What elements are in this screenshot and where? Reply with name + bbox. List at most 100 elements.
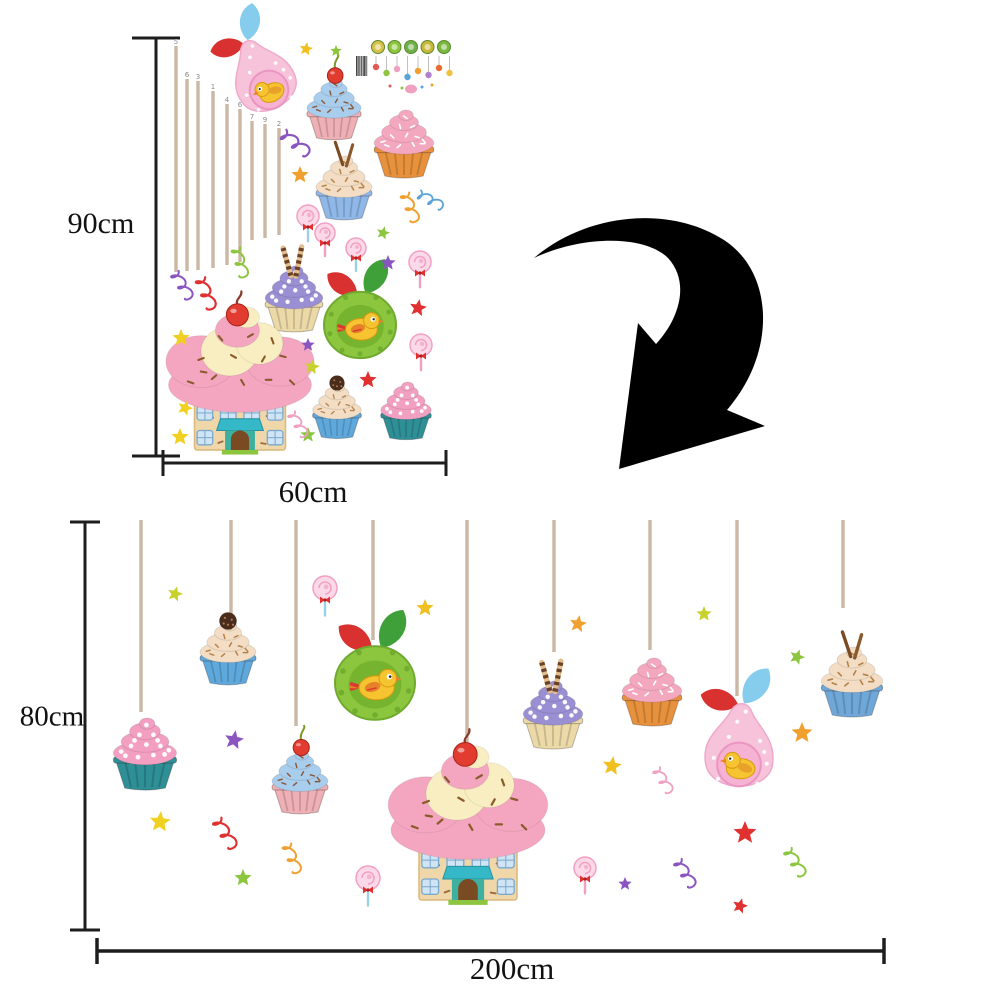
cupcake-sticker bbox=[315, 140, 373, 221]
star-decal bbox=[733, 821, 757, 843]
ribbon-swirl-decal bbox=[281, 842, 303, 875]
lollipop-decal bbox=[345, 237, 367, 273]
ribbon-swirl-decal bbox=[399, 191, 421, 224]
star-decal bbox=[178, 400, 193, 416]
star-decal bbox=[304, 359, 320, 375]
lollipop-decal bbox=[314, 222, 336, 258]
star-decal bbox=[225, 730, 244, 749]
hanging-string: 9 bbox=[263, 116, 267, 238]
hanging-string bbox=[294, 520, 298, 726]
hanging-string bbox=[465, 520, 469, 748]
lollipop-decal bbox=[296, 204, 320, 243]
hanging-string: 7 bbox=[250, 113, 254, 240]
cupcake-sticker bbox=[373, 109, 435, 179]
star-decal bbox=[790, 649, 805, 665]
cupcake-sticker bbox=[380, 381, 432, 441]
apple-bird-sticker bbox=[334, 609, 416, 721]
cupcake-sticker bbox=[312, 375, 362, 440]
wall-width-line bbox=[95, 938, 886, 964]
hanging-string: 1 bbox=[211, 83, 215, 268]
cupcake-sticker bbox=[820, 630, 884, 718]
string-number: 4 bbox=[225, 96, 230, 104]
hanging-string bbox=[139, 520, 143, 712]
star-decal bbox=[172, 329, 190, 346]
star-decal bbox=[791, 722, 813, 742]
string-number: 9 bbox=[263, 116, 267, 124]
lollipop-decal bbox=[312, 575, 338, 617]
ribbon-swirl-decal bbox=[783, 846, 807, 878]
wall-height-label: 80cm bbox=[19, 700, 85, 733]
hanging-string: 5 bbox=[174, 38, 178, 272]
ribbon-swirl-decal bbox=[673, 857, 697, 889]
ribbon-swirl-decal bbox=[287, 410, 309, 439]
lollipop-decal bbox=[408, 250, 432, 289]
ribbon-swirl-decal bbox=[194, 276, 217, 311]
string-number: 2 bbox=[277, 120, 281, 128]
pear-duck-sticker bbox=[210, 3, 297, 112]
star-decal bbox=[330, 45, 342, 56]
star-decal bbox=[234, 869, 252, 886]
cupcake-house-sticker bbox=[387, 728, 549, 905]
star-decal bbox=[618, 877, 632, 890]
lollipop-decal bbox=[573, 856, 597, 895]
ribbon-swirl-decal bbox=[230, 246, 250, 279]
wall-height-line bbox=[70, 520, 100, 932]
hanging-string bbox=[371, 520, 375, 640]
cupcake-sticker bbox=[306, 53, 362, 141]
cupcake-sticker bbox=[271, 724, 329, 815]
hanging-string bbox=[552, 520, 556, 652]
hanging-string bbox=[735, 520, 739, 696]
star-decal bbox=[380, 255, 396, 270]
sheet-width-label: 60cm bbox=[278, 474, 348, 509]
pear-duck-sticker bbox=[700, 668, 774, 790]
star-decal bbox=[301, 338, 315, 351]
star-decal bbox=[168, 586, 183, 602]
star-decal bbox=[570, 615, 587, 633]
lollipop-decal bbox=[409, 333, 433, 372]
star-decal bbox=[603, 756, 622, 775]
string-number: 5 bbox=[174, 38, 178, 46]
string-number: 6 bbox=[238, 101, 243, 109]
star-decal bbox=[733, 898, 748, 914]
star-decal bbox=[291, 166, 309, 183]
ribbon-swirl-decal bbox=[211, 816, 238, 850]
string-number: 6 bbox=[185, 71, 190, 79]
hanging-string bbox=[648, 520, 652, 650]
hanging-string: 6 bbox=[238, 101, 243, 262]
hanging-string: 6 bbox=[185, 71, 190, 271]
lollipop-decal bbox=[355, 865, 381, 907]
hanging-string bbox=[229, 520, 233, 618]
ribbon-swirl-decal bbox=[652, 766, 674, 795]
cupcake-sticker bbox=[621, 657, 683, 727]
star-decal bbox=[410, 299, 427, 317]
hanging-string: 4 bbox=[225, 96, 230, 265]
star-decal bbox=[696, 606, 712, 621]
sheet-height-line bbox=[132, 36, 180, 458]
cupcake-sticker bbox=[199, 612, 257, 686]
cupcake-sticker bbox=[264, 244, 324, 333]
star-decal bbox=[299, 42, 313, 56]
ribbon-swirl-decal bbox=[416, 189, 444, 211]
hanging-string: 2 bbox=[277, 120, 281, 235]
string-number: 1 bbox=[211, 83, 215, 91]
sheet-height-label: 90cm bbox=[67, 207, 135, 240]
star-decal bbox=[149, 811, 171, 832]
string-number: 7 bbox=[250, 113, 254, 121]
sheet-width-line bbox=[161, 450, 448, 476]
star-decal bbox=[171, 428, 189, 445]
string-number: 3 bbox=[196, 73, 200, 81]
apple-bird-sticker bbox=[323, 259, 397, 360]
ribbon-swirl-decal bbox=[170, 269, 194, 301]
hanging-string bbox=[841, 520, 845, 608]
cupcake-sticker bbox=[113, 717, 177, 791]
star-decal bbox=[377, 226, 390, 240]
cupcake-house-sticker bbox=[165, 290, 315, 455]
ribbon-swirl-decal bbox=[279, 128, 311, 158]
transfer-arrow-icon bbox=[534, 218, 765, 469]
cupcake-sticker bbox=[522, 658, 584, 750]
hanging-string: 3 bbox=[196, 73, 200, 270]
star-decal bbox=[416, 599, 434, 616]
star-decal bbox=[359, 371, 377, 388]
